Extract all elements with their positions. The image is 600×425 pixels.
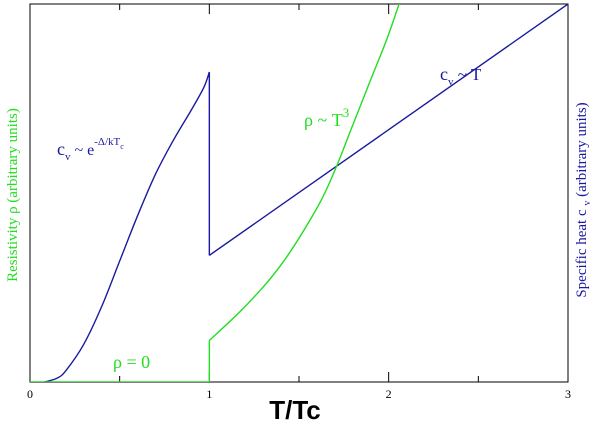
right-y-axis-label: Specific heat c v (arbitrary units) <box>574 102 593 297</box>
specific-heat-line <box>44 4 568 382</box>
resistivity-line <box>30 4 400 382</box>
right-y-axis-label-rest: (arbitrary units) <box>574 102 590 200</box>
left-y-axis-label: Resistivity ρ (arbitrary units) <box>5 108 21 282</box>
x-tick-label-1: 1 <box>206 387 212 401</box>
right-y-axis-label-subscript: v <box>582 201 593 206</box>
annotation-cv-exponential: cv ~ e-Δ/kTc <box>57 136 124 163</box>
x-axis-label: T/Tc <box>269 395 321 425</box>
annotation-cv-linear: cv ~ T <box>440 64 482 88</box>
x-tick-labels: 0 1 2 3 <box>27 387 571 401</box>
annotation-rho-cubic: ρ ~ T3 <box>304 105 349 130</box>
x-tick-label-2: 2 <box>386 387 392 401</box>
annotation-rho-zero: ρ = 0 <box>113 352 150 372</box>
x-tick-label-0: 0 <box>27 387 33 401</box>
x-tick-label-3: 3 <box>565 387 571 401</box>
